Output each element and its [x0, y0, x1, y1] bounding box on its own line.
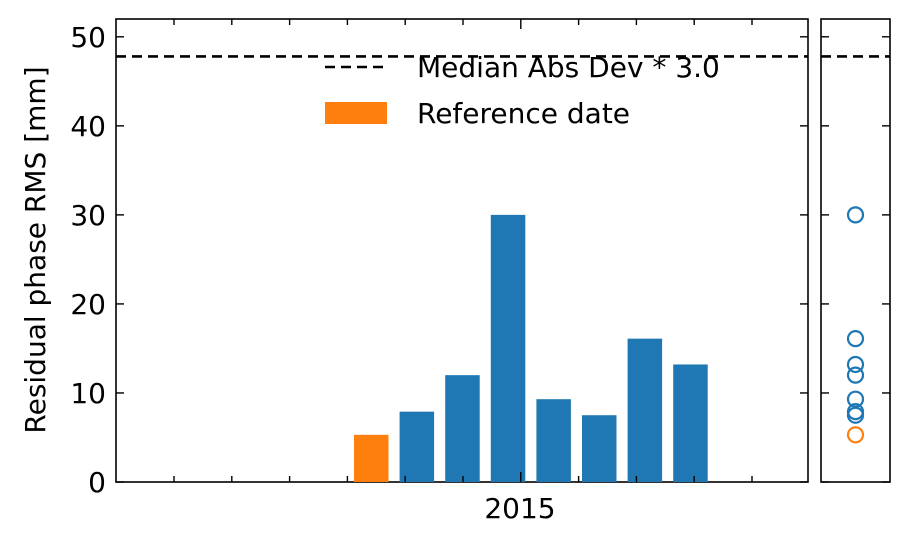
y-tick-label: 10 [70, 377, 106, 410]
y-axis-label: Residual phase RMS [mm] [19, 66, 52, 433]
y-tick-label: 50 [70, 21, 106, 54]
data-bar [490, 214, 526, 482]
legend-reference-label: Reference date [417, 97, 630, 130]
side-data-point [846, 366, 865, 384]
ticks-layer: 0 10 20 30 40 50 [70, 19, 890, 499]
legend-reference-swatch [325, 102, 387, 124]
data-bar [536, 399, 571, 482]
side-data-point [846, 406, 865, 424]
y-tick-label: 0 [88, 466, 106, 499]
reference-bar [354, 434, 389, 482]
y-tick-label: 20 [70, 288, 106, 321]
side-data-point [846, 206, 865, 224]
side-data-point [846, 330, 865, 348]
data-bar [445, 375, 480, 482]
x-tick-label: 2015 [484, 492, 555, 525]
data-bar [582, 415, 617, 482]
side-reference-point [846, 426, 865, 444]
side-points-layer [846, 206, 865, 444]
side-data-point [846, 355, 865, 374]
side-plot-frame [820, 18, 891, 483]
legend-threshold-label: Median Abs Dev * 3.0 [417, 51, 720, 84]
legend: Median Abs Dev * 3.0 Reference date [325, 51, 720, 130]
data-bar [627, 338, 663, 482]
data-bar [399, 411, 435, 482]
y-tick-label: 30 [70, 199, 106, 232]
bars-layer [354, 214, 708, 482]
y-tick-label: 40 [70, 110, 106, 143]
data-bar [673, 364, 708, 482]
